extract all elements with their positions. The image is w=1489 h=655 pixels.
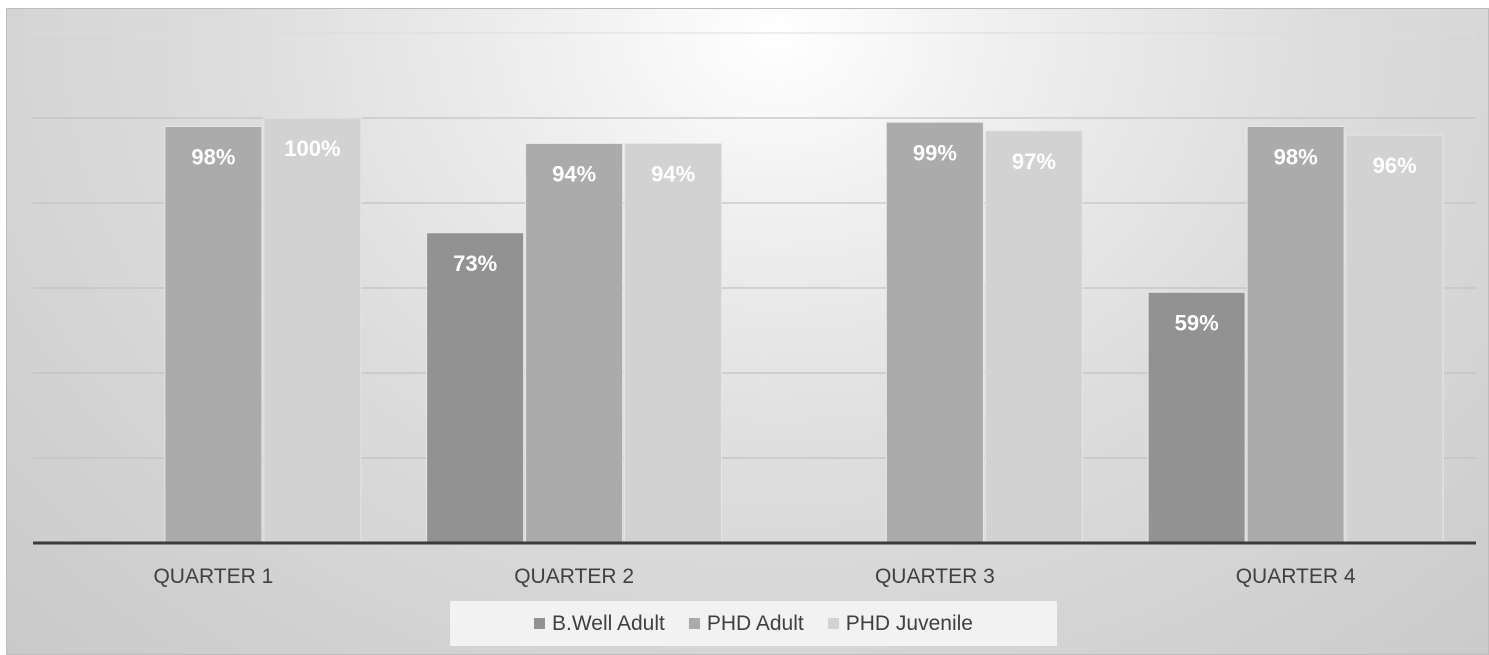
data-label: 98% (1274, 145, 1318, 170)
category-label: QUARTER 2 (514, 565, 634, 588)
bar (164, 126, 263, 544)
category-label: QUARTER 4 (1236, 565, 1356, 588)
legend-label: PHD Juvenile (845, 611, 973, 635)
bar (525, 143, 624, 544)
legend-item-phd-adult: PHD Adult (688, 611, 804, 636)
legend-swatch (534, 618, 546, 629)
bar (984, 130, 1083, 544)
data-label: 59% (1175, 310, 1219, 335)
legend-swatch (688, 618, 700, 629)
legend-label: B.Well Adult (552, 611, 665, 635)
legend-item-phd-juvenile: PHD Juvenile (827, 611, 973, 636)
bar (1246, 126, 1345, 544)
bar (426, 232, 525, 544)
legend-label: PHD Adult (706, 611, 804, 635)
data-label: 100% (284, 136, 340, 161)
data-label: 99% (913, 140, 957, 165)
legend-item-b-well-adult: B.Well Adult (534, 612, 665, 636)
data-label: 98% (191, 145, 235, 170)
legend: B.Well Adult PHD Adult PHD Juvenile (450, 601, 1057, 646)
data-label: 94% (651, 162, 695, 187)
bar (624, 143, 723, 544)
legend-swatch (827, 618, 839, 629)
data-label: 96% (1373, 153, 1417, 178)
category-label: QUARTER 3 (875, 565, 995, 588)
bar (263, 117, 362, 544)
data-label: 94% (552, 162, 596, 187)
bar (1147, 291, 1246, 544)
category-label: QUARTER 1 (153, 565, 273, 588)
bar (885, 121, 984, 544)
data-label: 73% (453, 251, 497, 276)
bar (1345, 134, 1444, 544)
data-label: 97% (1012, 149, 1056, 174)
